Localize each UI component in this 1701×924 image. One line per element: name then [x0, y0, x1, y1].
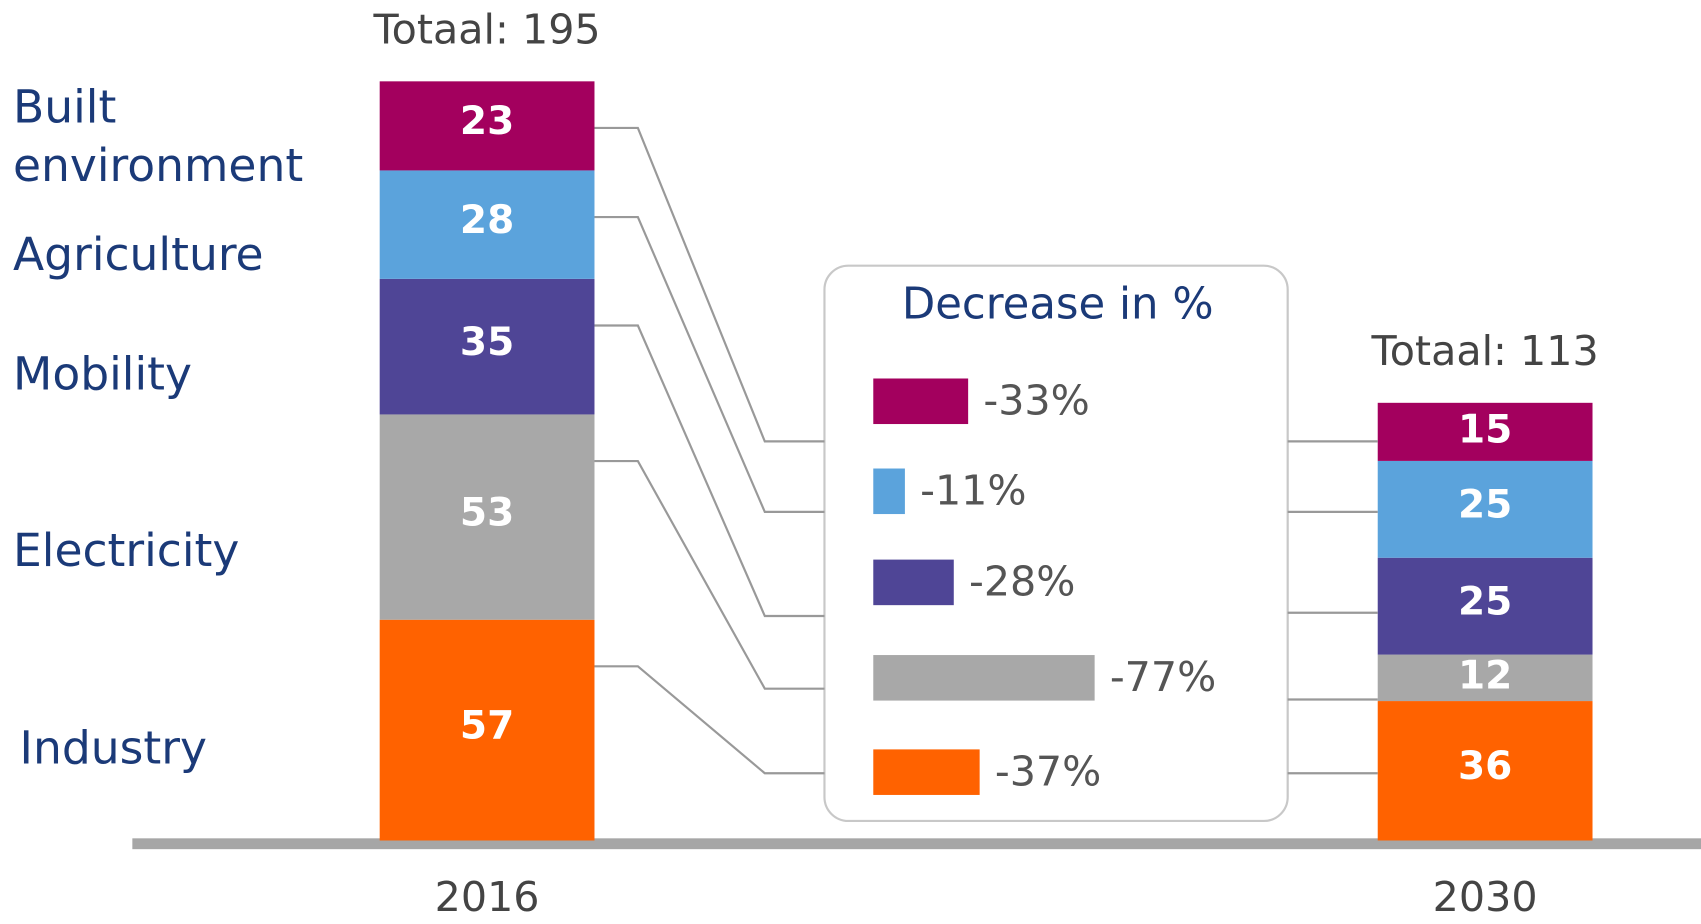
value-label: 57 — [460, 703, 514, 748]
connector — [594, 665, 825, 775]
decrease-bar — [873, 559, 954, 606]
bar-segment — [1377, 557, 1593, 655]
bar-segment — [379, 278, 595, 415]
x-tick-label: 2030 — [1433, 873, 1538, 921]
legend-entry: Built environment — [13, 80, 304, 192]
decrease-label: -77% — [1110, 653, 1216, 701]
decrease-label: -33% — [983, 376, 1089, 424]
decrease-label: -28% — [969, 558, 1075, 606]
value-label: 35 — [460, 320, 514, 365]
legend-entry-wrap: Electricity — [13, 523, 240, 577]
bar-segment — [1377, 701, 1593, 841]
legend-entry-wrap: Industry — [19, 721, 207, 775]
value-label: 28 — [460, 198, 514, 243]
value-label: 25 — [1458, 579, 1512, 624]
legend-entry: Mobility — [13, 347, 192, 401]
value-label: 25 — [1458, 483, 1512, 528]
decrease-bar — [873, 749, 980, 795]
decrease-bar — [873, 378, 969, 425]
legend-entry: Electricity — [13, 523, 240, 577]
bar-segment — [379, 81, 595, 171]
value-label: 53 — [460, 490, 514, 535]
legend-entry: Agriculture — [13, 227, 264, 281]
connector — [594, 126, 825, 443]
decrease-label: -37% — [995, 747, 1101, 795]
bar-segment — [379, 170, 595, 279]
bar-segment — [1377, 402, 1593, 461]
value-label: 12 — [1458, 653, 1512, 698]
total-label: Totaal: 195 — [373, 6, 601, 54]
bar-segment — [1377, 460, 1593, 558]
legend-entry: Industry — [19, 721, 207, 775]
legend-box — [823, 264, 1289, 823]
legend-title: Decrease in % — [902, 279, 1214, 329]
connector — [594, 324, 825, 618]
legend-entry-wrap: Agriculture — [13, 227, 264, 281]
connector — [594, 459, 825, 690]
legend-entry-wrap: Mobility — [13, 347, 192, 401]
value-label: 23 — [460, 99, 514, 144]
value-label: 36 — [1458, 744, 1512, 789]
connector — [594, 215, 825, 513]
ground-line — [132, 838, 1701, 850]
bar-segment — [379, 414, 595, 620]
total-label: Totaal: 113 — [1371, 327, 1599, 375]
x-tick-label: 2016 — [435, 873, 540, 921]
decrease-label: -11% — [920, 466, 1026, 514]
value-label: 15 — [1458, 407, 1512, 452]
decrease-bar — [873, 655, 1095, 701]
legend-entry-wrap: Built environment — [13, 80, 304, 192]
decrease-bar — [873, 468, 905, 515]
bar-segment — [1377, 654, 1593, 702]
bar-segment — [379, 619, 595, 841]
